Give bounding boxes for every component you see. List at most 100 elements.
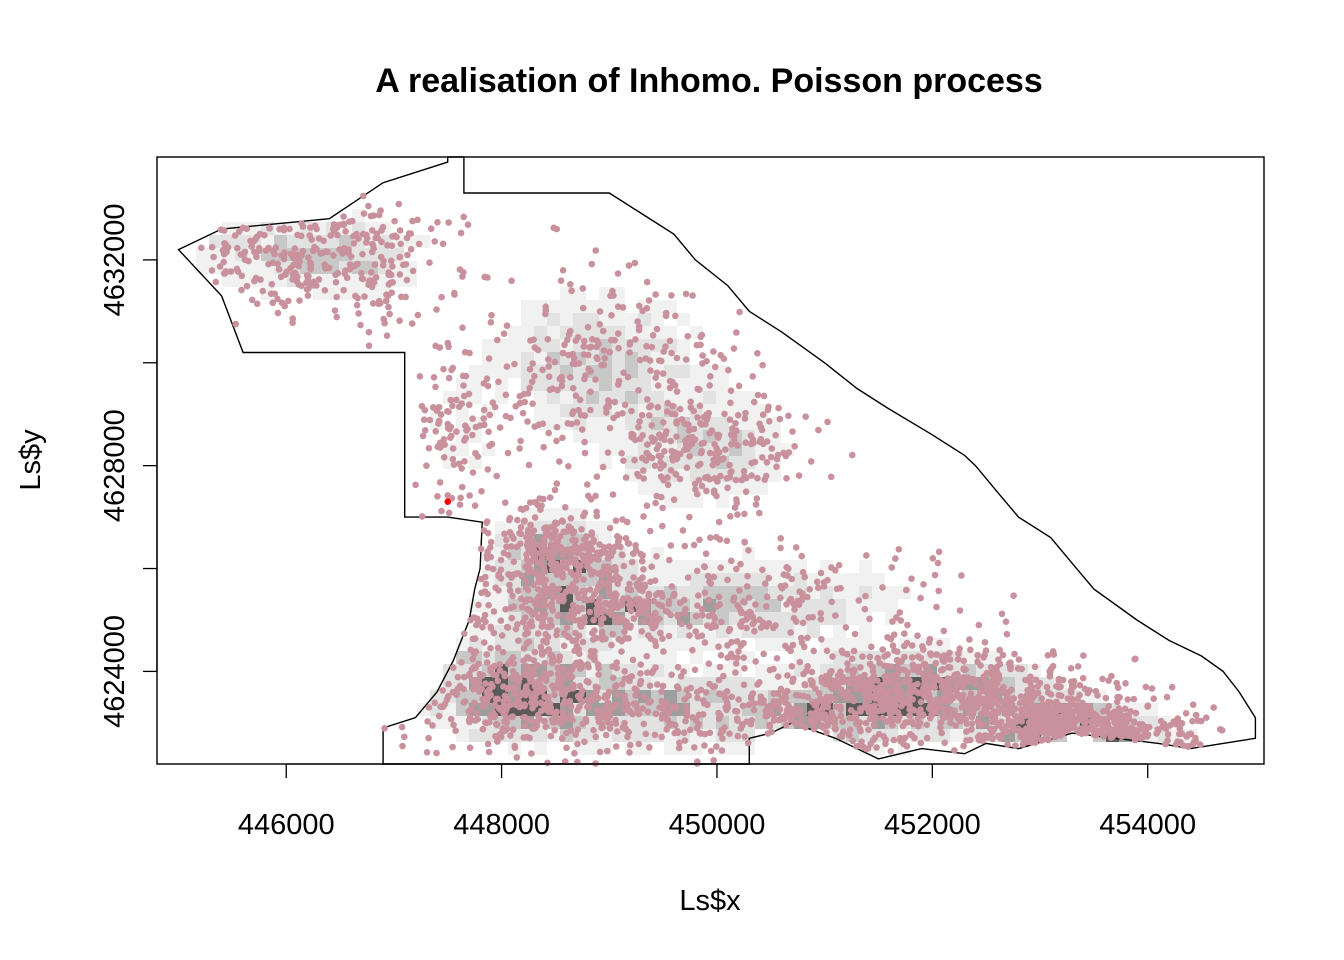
data-point xyxy=(908,654,916,661)
data-point xyxy=(509,654,517,661)
data-point xyxy=(594,694,602,702)
data-point xyxy=(855,597,863,604)
data-point xyxy=(618,597,626,605)
data-point xyxy=(672,721,679,729)
data-point xyxy=(597,549,604,556)
data-point xyxy=(635,387,642,394)
data-point xyxy=(346,261,354,268)
data-point xyxy=(234,244,241,252)
data-point xyxy=(723,537,731,545)
data-point xyxy=(1043,683,1051,691)
data-point xyxy=(1008,686,1015,694)
data-point xyxy=(466,401,473,409)
data-point xyxy=(259,287,267,295)
data-point xyxy=(560,558,567,566)
data-point xyxy=(1010,592,1017,599)
x-tick-label: 452000 xyxy=(884,809,981,841)
data-point xyxy=(744,614,751,622)
data-point xyxy=(606,424,614,432)
data-point xyxy=(521,517,528,525)
data-point xyxy=(781,690,789,697)
data-point xyxy=(857,664,864,671)
data-point xyxy=(576,396,584,404)
data-point xyxy=(830,685,837,693)
intensity-cell xyxy=(742,586,755,599)
data-point xyxy=(603,701,610,709)
data-point xyxy=(645,412,653,419)
data-point xyxy=(773,455,781,463)
data-point xyxy=(651,462,659,470)
data-point xyxy=(440,454,448,461)
data-point xyxy=(624,733,631,741)
data-point xyxy=(728,693,736,701)
data-point xyxy=(473,615,481,622)
data-point xyxy=(892,555,899,562)
data-point xyxy=(609,491,617,498)
data-point xyxy=(691,744,698,751)
data-point xyxy=(330,252,337,259)
data-point xyxy=(587,697,595,705)
data-point xyxy=(705,612,713,620)
data-point xyxy=(1185,731,1192,738)
data-point xyxy=(433,749,440,757)
data-point xyxy=(648,563,655,570)
data-point xyxy=(687,684,694,692)
data-point xyxy=(998,610,1006,618)
data-point xyxy=(1132,709,1140,717)
data-point xyxy=(846,731,853,739)
data-point xyxy=(443,696,451,703)
intensity-cell xyxy=(651,313,664,326)
data-point xyxy=(607,552,615,560)
data-point xyxy=(587,406,594,414)
data-point xyxy=(403,276,411,284)
data-point xyxy=(721,410,728,418)
data-point xyxy=(561,341,568,349)
data-point xyxy=(1085,702,1092,710)
data-point xyxy=(667,611,674,619)
data-point xyxy=(621,692,628,699)
data-point xyxy=(605,398,613,406)
data-point xyxy=(482,680,489,687)
data-point xyxy=(522,671,530,679)
intensity-cell xyxy=(768,560,781,573)
data-point xyxy=(286,225,293,233)
data-point xyxy=(281,249,288,256)
intensity-cell xyxy=(534,391,547,404)
data-point xyxy=(475,679,482,686)
data-point xyxy=(996,646,1003,654)
data-point xyxy=(612,720,620,727)
data-point xyxy=(917,594,924,602)
data-point xyxy=(765,620,773,627)
data-point xyxy=(666,337,674,345)
data-point xyxy=(478,488,485,495)
intensity-cell xyxy=(781,612,794,625)
data-point xyxy=(608,312,615,319)
data-point xyxy=(518,603,526,611)
data-point xyxy=(731,707,739,715)
data-point xyxy=(1132,655,1139,663)
data-point xyxy=(469,677,476,685)
data-point xyxy=(250,237,258,245)
intensity-cell xyxy=(599,664,612,677)
data-point xyxy=(804,634,811,642)
data-point xyxy=(581,449,589,457)
data-point xyxy=(541,614,548,621)
data-point xyxy=(890,736,898,744)
data-point xyxy=(544,335,552,343)
data-point xyxy=(727,399,734,407)
data-point xyxy=(640,566,647,573)
intensity-cell xyxy=(755,482,768,495)
data-point xyxy=(640,693,648,701)
data-point xyxy=(1030,726,1037,734)
data-point xyxy=(694,694,701,702)
data-point xyxy=(1076,681,1084,689)
data-point xyxy=(635,610,642,618)
data-point xyxy=(672,470,679,478)
intensity-cell xyxy=(547,326,560,339)
data-point xyxy=(349,217,356,225)
data-point xyxy=(565,463,572,470)
data-point xyxy=(586,586,594,593)
data-point xyxy=(737,621,744,628)
intensity-cell xyxy=(495,352,508,365)
data-point xyxy=(910,666,917,673)
